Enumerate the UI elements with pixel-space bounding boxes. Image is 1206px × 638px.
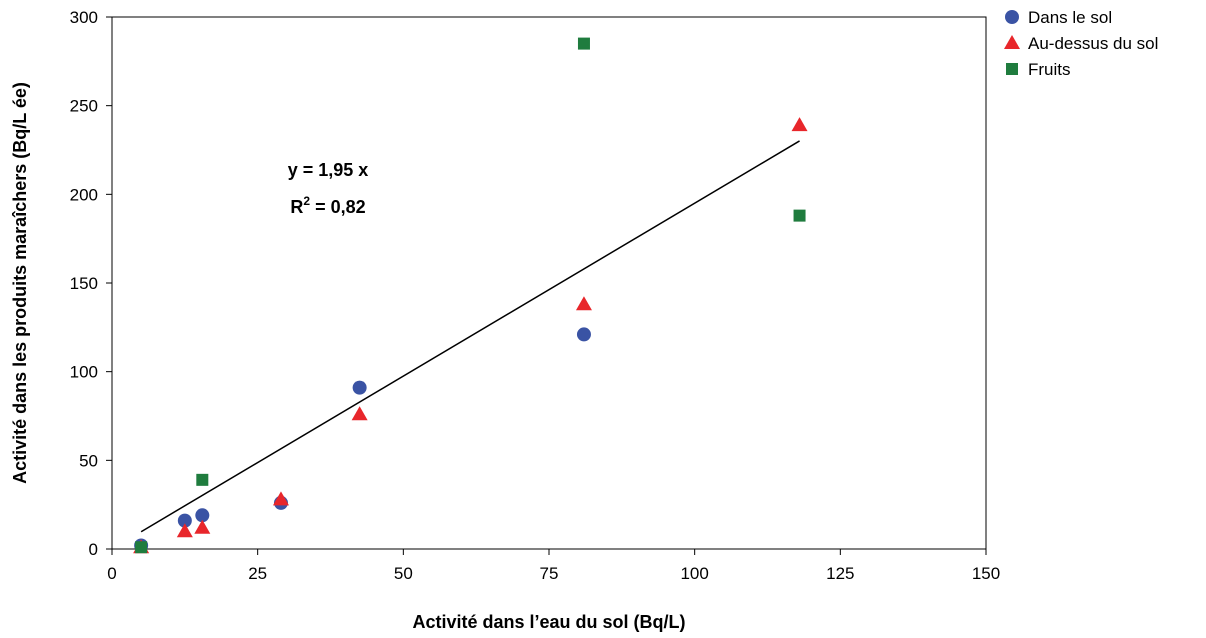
point xyxy=(575,296,592,311)
y-tick-label: 250 xyxy=(70,97,98,116)
y-tick-label: 50 xyxy=(79,451,98,470)
r2-rest: = 0,82 xyxy=(310,197,366,217)
point xyxy=(272,491,289,506)
x-tick-label: 100 xyxy=(680,564,708,583)
point xyxy=(793,209,806,222)
point xyxy=(176,523,193,538)
x-tick-label: 150 xyxy=(972,564,1000,583)
point xyxy=(791,117,808,132)
point xyxy=(577,37,590,50)
legend-label: Fruits xyxy=(1028,60,1071,79)
equation: y = 1,95 x xyxy=(288,160,369,180)
y-tick-label: 0 xyxy=(89,540,98,559)
point xyxy=(352,380,367,395)
x-tick-label: 125 xyxy=(826,564,854,583)
point xyxy=(576,327,591,342)
y-tick-label: 200 xyxy=(70,185,98,204)
point xyxy=(177,513,192,528)
legend-marker xyxy=(1004,35,1020,49)
trend-line xyxy=(140,140,800,533)
plot-frame xyxy=(111,16,987,550)
r2-base: R xyxy=(290,197,303,217)
x-tick-label: 75 xyxy=(540,564,559,583)
point xyxy=(135,541,148,554)
y-tick-label: 300 xyxy=(70,8,98,27)
legend-label: Au-dessus du sol xyxy=(1028,34,1158,53)
x-tick-label: 25 xyxy=(248,564,267,583)
x-axis-title: Activité dans l’eau du sol (Bq/L) xyxy=(412,612,685,632)
x-tick-label: 50 xyxy=(394,564,413,583)
y-axis-title: Activité dans les produits maraîchers (B… xyxy=(10,82,30,484)
point xyxy=(195,508,210,523)
point xyxy=(351,406,368,421)
point xyxy=(194,519,211,534)
legend-label: Dans le sol xyxy=(1028,8,1112,27)
r-squared: R2 = 0,82 xyxy=(290,194,365,217)
point xyxy=(196,473,209,486)
y-tick-label: 100 xyxy=(70,363,98,382)
legend-marker xyxy=(1005,10,1019,24)
legend-marker xyxy=(1006,63,1018,75)
y-tick-label: 150 xyxy=(70,274,98,293)
r2-sup: 2 xyxy=(303,194,310,208)
x-tick-label: 0 xyxy=(107,564,116,583)
